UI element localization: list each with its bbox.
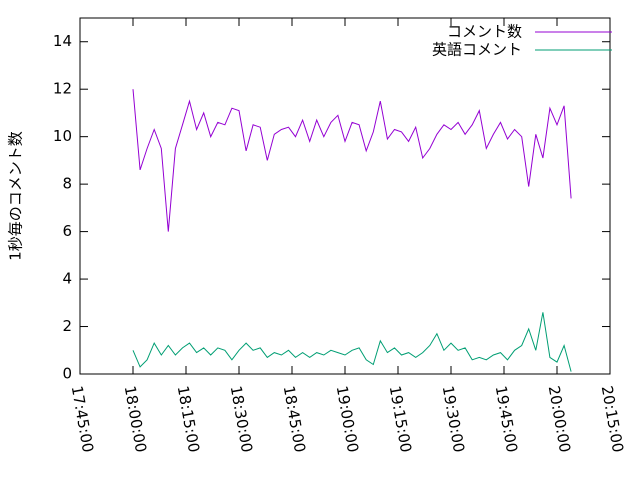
x-tick-label: 17:45:00 [68,384,97,453]
x-tick-label: 19:45:00 [492,384,521,453]
x-tick-label: 18:00:00 [121,384,150,453]
x-tick-label: 20:00:00 [545,384,574,453]
y-tick-label: 2 [62,317,72,335]
y-tick-label: 14 [53,32,72,50]
x-tick-label: 19:00:00 [333,384,362,453]
legend-label: コメント数 [447,23,522,41]
y-tick-label: 10 [53,127,72,145]
x-tick-label: 18:15:00 [174,384,203,453]
plot-frame [79,17,611,375]
x-tick-label: 20:15:00 [598,384,627,453]
x-tick-label: 19:15:00 [386,384,415,453]
series-line [132,89,572,232]
x-tick-label: 18:30:00 [227,384,256,453]
y-tick-label: 12 [53,80,72,98]
x-tick-label: 18:45:00 [280,384,309,453]
legend-label: 英語コメント [432,41,522,59]
series-line [132,312,572,372]
y-tick-label: 8 [62,175,72,193]
y-tick-label: 0 [62,365,72,383]
y-axis-label: 1秒毎のコメント数 [7,131,25,261]
y-tick-label: 6 [62,222,72,240]
x-tick-label: 19:30:00 [439,384,468,453]
y-tick-label: 4 [62,270,72,288]
